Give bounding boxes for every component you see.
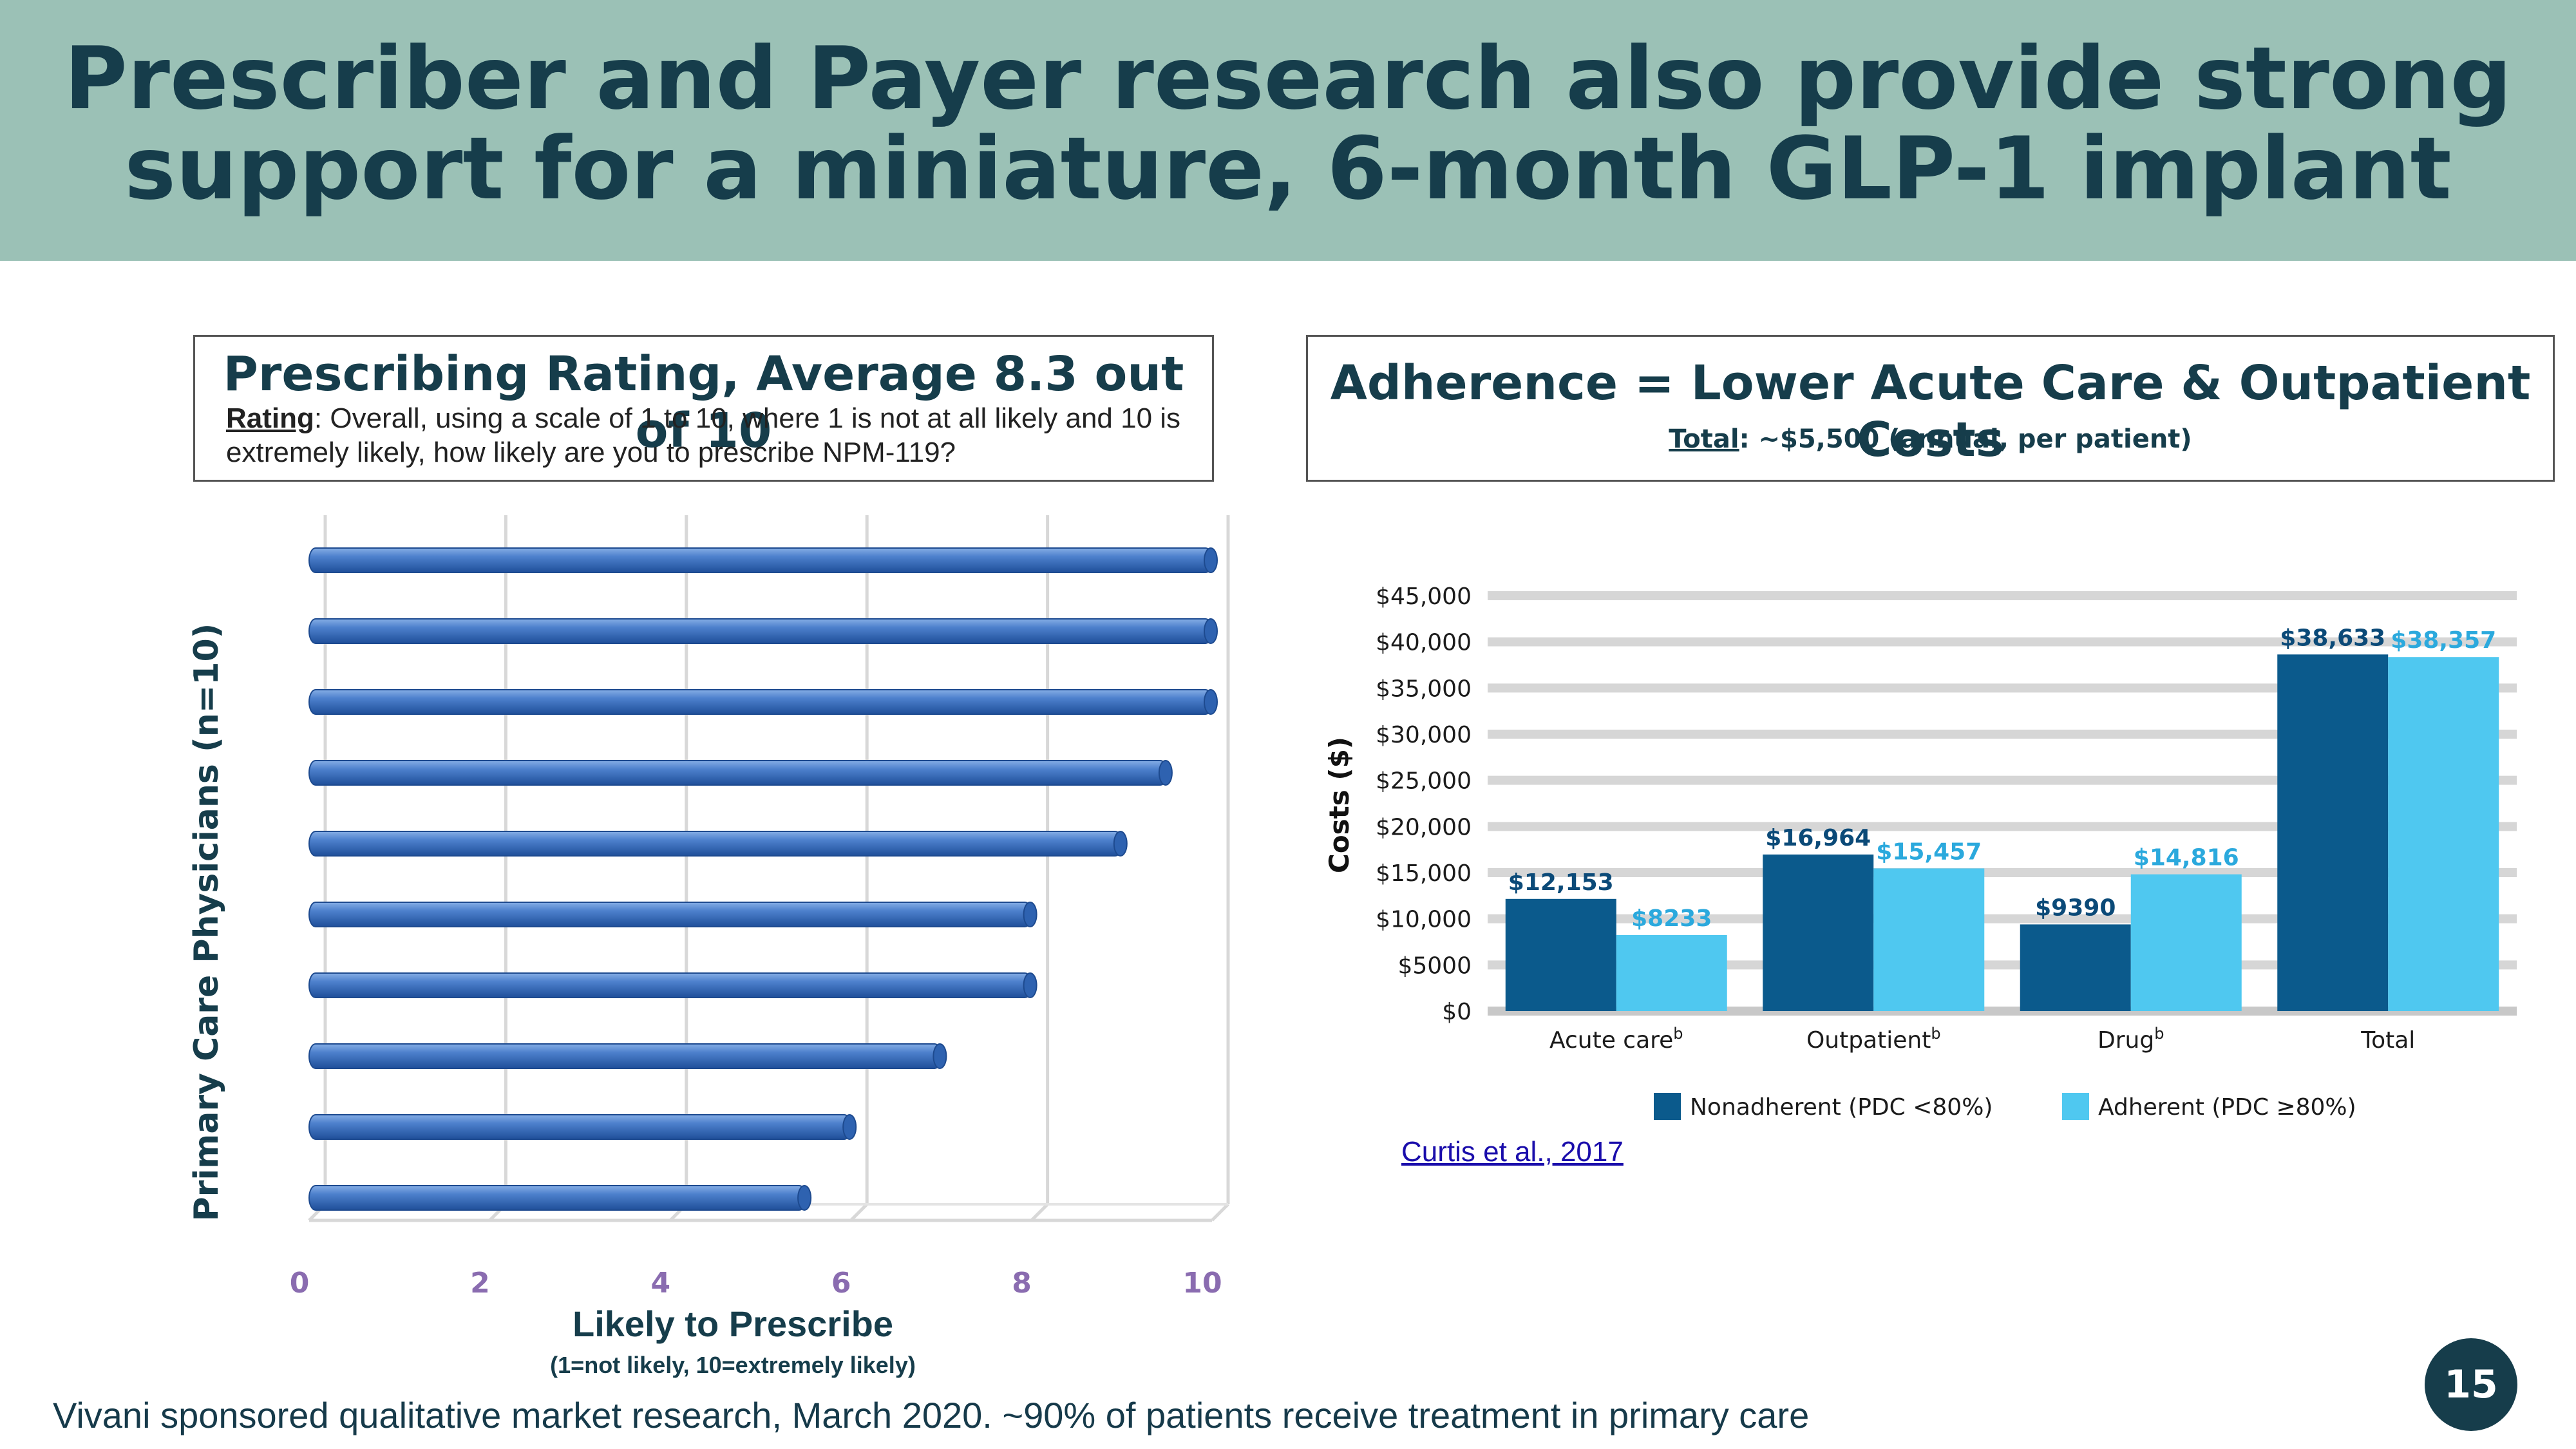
x-tick-label: 6 <box>831 1267 851 1300</box>
bar-end-cap <box>1204 618 1218 644</box>
rating-bar <box>308 1043 942 1069</box>
floor-line <box>849 1203 868 1222</box>
bar-end-cap <box>797 1185 812 1211</box>
bar-end-cap <box>1113 831 1128 857</box>
rating-bar <box>308 902 1032 927</box>
y-axis-label: Primary Care Physicians (n=10) <box>187 623 226 1222</box>
y-tick-label: $5000 <box>1397 952 1472 979</box>
floor-line <box>1030 1203 1049 1222</box>
data-label: $38,633 <box>2280 625 2385 651</box>
rating-label: Rating <box>226 402 314 434</box>
total-text: : ~$5,500 (annual, per patient) <box>1739 424 2192 454</box>
footer-note: Vivani sponsored qualitative market rese… <box>53 1395 1810 1435</box>
legend-swatch <box>1654 1093 1681 1120</box>
prescribing-rating-heading: Prescribing Rating, Average 8.3 out of 1… <box>223 346 1184 459</box>
legend-label: Nonadherent (PDC <80%) <box>1690 1094 1993 1121</box>
cost-bar <box>2277 654 2389 1011</box>
rating-bar <box>308 760 1168 786</box>
title-banner: Prescriber and Payer research also provi… <box>0 0 2576 261</box>
y-tick-label: $45,000 <box>1376 583 1472 610</box>
rating-bar <box>308 1114 852 1140</box>
bar-end-cap <box>933 1043 947 1069</box>
superscript: b <box>1931 1025 1940 1043</box>
rating-bar <box>308 618 1213 644</box>
superscript: b <box>2154 1025 2164 1043</box>
data-label: $12,153 <box>1508 869 1614 896</box>
cost-bar <box>2130 874 2242 1011</box>
bar-end-cap <box>1204 547 1218 573</box>
x-tick-label: 0 <box>290 1267 310 1300</box>
y-tick-label: $10,000 <box>1376 907 1472 933</box>
bar-end-cap <box>1023 972 1037 998</box>
data-label: $38,357 <box>2391 627 2496 654</box>
x-tick-label: Total <box>2360 1027 2415 1054</box>
prescribing-rating-chart: 0 2 4 6 8 10 Likely to Prescribe (1=not likely,… <box>187 515 1230 1378</box>
y-tick-label: $40,000 <box>1376 630 1472 656</box>
superscript: b <box>1673 1025 1683 1043</box>
y-tick-label: $30,000 <box>1376 722 1472 748</box>
data-label: $16,964 <box>1765 825 1871 851</box>
data-label: $14,816 <box>2134 845 2239 871</box>
data-label: $15,457 <box>1876 838 1982 865</box>
rating-bar <box>308 972 1032 998</box>
rating-text: : Overall, using a scale of 1 to 10, whe… <box>226 402 1181 468</box>
total-label: Total <box>1669 424 1739 454</box>
floor-line <box>1211 1203 1229 1222</box>
prescribing-rating-box: Prescribing Rating, Average 8.3 out of 1… <box>193 335 1214 482</box>
rating-bar <box>308 689 1213 715</box>
rating-description: Rating: Overall, using a scale of 1 to 1… <box>226 401 1186 469</box>
x-axis-sublabel: (1=not likely, 10=extremely likely) <box>550 1352 916 1378</box>
data-label: $8233 <box>1631 905 1712 932</box>
legend-swatch <box>2062 1093 2089 1120</box>
cost-bar <box>2020 924 2131 1011</box>
x-axis-label: Likely to Prescribe <box>573 1303 893 1344</box>
x-tick-label: 2 <box>470 1267 490 1300</box>
source-link[interactable]: Curtis et al., 2017 <box>1401 1136 1624 1168</box>
legend-label: Adherent (PDC ≥80%) <box>2098 1094 2356 1121</box>
page-number-badge: 15 <box>2425 1338 2517 1431</box>
x-tick-label: Outpatientb <box>1806 1025 1941 1054</box>
y-tick-label: $0 <box>1442 999 1472 1025</box>
cost-bar <box>1873 868 1985 1011</box>
rating-bar <box>308 1185 807 1211</box>
x-tick-label: 4 <box>650 1267 670 1300</box>
data-label: $9390 <box>2035 895 2116 921</box>
slide-title: Prescriber and Payer research also provi… <box>64 28 2512 219</box>
bar-end-cap <box>1023 902 1037 927</box>
cost-bar <box>2388 657 2499 1011</box>
x-tick-label: 8 <box>1012 1267 1032 1300</box>
cost-bar <box>1616 934 1727 1011</box>
y-tick-label: $25,000 <box>1376 768 1472 795</box>
rating-bar <box>308 547 1213 573</box>
y-tick-label: $15,000 <box>1376 860 1472 887</box>
x-tick-label: Acute careb <box>1549 1025 1683 1054</box>
bar-end-cap <box>842 1114 857 1140</box>
rating-bar <box>308 831 1122 857</box>
cost-bar <box>1763 854 1874 1011</box>
y-tick-label: $35,000 <box>1376 676 1472 702</box>
x-tick-label: Drugb <box>2098 1025 2164 1054</box>
adherence-box: Adherence = Lower Acute Care & Outpatien… <box>1306 335 2555 482</box>
x-tick-label: 10 <box>1182 1267 1222 1300</box>
y-axis-label: Costs ($) <box>1323 737 1355 873</box>
cost-chart: $0 $5000 $10,000 $15,000 $20,000 $25,000 $30,0… <box>1323 583 2517 1121</box>
adherence-heading: Adherence = Lower Acute Care & Outpatien… <box>1330 355 2531 468</box>
bar-end-cap <box>1204 689 1218 715</box>
cost-bar <box>1505 898 1616 1011</box>
bar-end-cap <box>1158 760 1173 786</box>
y-tick-label: $20,000 <box>1376 814 1472 840</box>
total-savings: Total: ~$5,500 (annual, per patient) <box>1308 423 2553 455</box>
